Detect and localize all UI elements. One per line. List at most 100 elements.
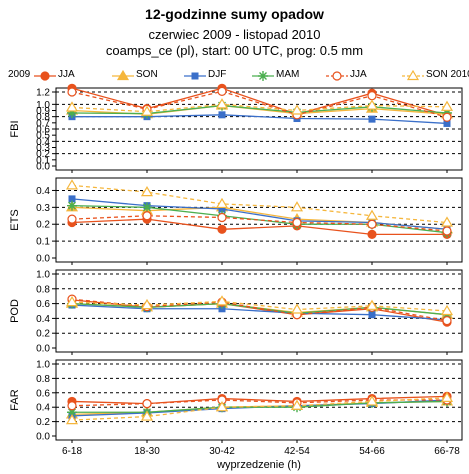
y-tick-label: 1.0 <box>36 270 50 281</box>
legend-label: SON 2010 <box>426 69 469 80</box>
chart-subtitle-model: coamps_ce (pl), start: 00 UTC, prog: 0.5… <box>105 43 364 58</box>
data-point <box>218 111 226 119</box>
y-tick-label: 1.2 <box>36 88 50 99</box>
data-point <box>65 179 79 190</box>
series-line <box>72 114 448 125</box>
data-point <box>67 200 77 211</box>
legend-swatch <box>34 71 56 81</box>
y-axis-label: FAR <box>9 389 21 410</box>
series-son-2010-dashed <box>65 391 454 425</box>
y-tick-label: 0.4 <box>36 314 50 325</box>
data-point <box>215 197 229 209</box>
y-tick-label: 0.6 <box>36 125 50 136</box>
legend-swatch <box>402 69 424 81</box>
panel-ets: 0.0 0.1 0.2 0.3 0.4 ETS <box>9 177 463 265</box>
data-point <box>290 201 304 212</box>
data-point <box>140 298 154 310</box>
chart-legend: 2009 JJA SON DJF MAM JJA SON 2010 <box>8 69 469 83</box>
x-tick-label: 54-66 <box>359 446 385 457</box>
legend-label: MAM <box>276 69 300 80</box>
x-tick-label: 30-42 <box>209 446 235 457</box>
panel-far: 0.0 0.2 0.4 0.6 0.8 1.0 FAR <box>9 359 463 443</box>
y-tick-label: 0.5 <box>36 131 50 142</box>
data-point <box>365 395 379 406</box>
y-tick-label: 0.3 <box>36 203 50 214</box>
x-axis-label: wyprzedzenie (h) <box>216 459 301 471</box>
y-tick-label: 0.8 <box>36 112 50 123</box>
series-son-2010-dashed <box>65 179 454 227</box>
data-point <box>215 295 229 306</box>
legend-label: SON <box>136 69 158 80</box>
data-point <box>367 229 377 239</box>
y-tick-label: 0.1 <box>36 155 50 166</box>
data-point <box>140 410 154 421</box>
legend-marker <box>116 69 130 81</box>
legend-marker <box>40 71 50 81</box>
series-line <box>71 204 448 234</box>
series-line <box>71 304 448 321</box>
y-tick-label: 1.0 <box>36 360 50 371</box>
series-line <box>71 198 448 230</box>
series-son-2010-dashed <box>65 295 454 316</box>
legend-swatch <box>252 71 274 81</box>
data-point <box>365 299 379 310</box>
data-point <box>290 303 304 314</box>
legend-year-label: 2009 <box>8 69 31 80</box>
legend-label: JJA <box>58 69 75 80</box>
y-tick-label: 0.4 <box>36 137 50 148</box>
data-point <box>367 219 377 229</box>
data-point <box>217 212 227 223</box>
y-tick-label: 0.8 <box>36 374 50 385</box>
y-tick-label: 0.2 <box>36 417 50 428</box>
data-point <box>292 217 302 228</box>
y-tick-label: 0.7 <box>36 118 50 129</box>
data-point <box>365 209 379 220</box>
y-tick-label: 0.0 <box>36 432 50 443</box>
data-point <box>440 216 454 227</box>
y-axis-label: FBI <box>9 120 21 137</box>
data-point <box>217 224 227 234</box>
y-tick-label: 0.6 <box>36 388 50 399</box>
panel-fbi: 0.00.10.20.30.40.50.60.70.80.91.01.2 FBI <box>9 83 463 173</box>
series-line <box>71 302 448 316</box>
x-tick-label: 66-78 <box>434 446 460 457</box>
data-point <box>67 87 77 97</box>
legend-label: DJF <box>208 69 227 80</box>
y-axis-label: POD <box>9 299 21 323</box>
legend-swatch <box>112 69 134 81</box>
legend-swatch <box>326 71 348 81</box>
legend-marker <box>332 71 342 81</box>
data-point <box>440 304 454 316</box>
series-son-2010-dashed <box>65 98 454 116</box>
data-point <box>365 99 379 110</box>
data-point <box>67 407 77 418</box>
data-point <box>65 413 79 425</box>
legend-marker <box>258 71 268 81</box>
y-tick-label: 0.2 <box>36 220 50 231</box>
y-tick-label: 0.1 <box>36 237 50 248</box>
data-point <box>215 401 229 412</box>
y-tick-label: 0.2 <box>36 149 50 160</box>
chart-subtitle-period: czerwiec 2009 - listopad 2010 <box>148 27 321 42</box>
data-point <box>442 316 452 326</box>
series-jja <box>67 214 452 239</box>
x-tick-label: 42-54 <box>284 446 310 457</box>
data-point <box>442 226 452 236</box>
series-line <box>71 218 447 236</box>
legend-swatch <box>184 72 206 80</box>
legend-marker <box>406 69 420 81</box>
y-tick-label: 0.4 <box>36 403 50 414</box>
y-tick-label: 0.2 <box>36 329 50 340</box>
series-line <box>71 395 448 405</box>
y-tick-label: 0.0 <box>36 254 50 265</box>
data-point <box>142 211 152 221</box>
y-tick-label: 0.4 <box>36 186 50 197</box>
legend-label: JJA <box>350 69 367 80</box>
data-point <box>368 311 376 319</box>
x-tick-label: 18-30 <box>134 446 160 457</box>
legend-marker <box>191 72 199 80</box>
data-point <box>142 399 152 409</box>
data-point <box>140 185 154 197</box>
y-tick-label: 1.0 <box>36 100 50 111</box>
